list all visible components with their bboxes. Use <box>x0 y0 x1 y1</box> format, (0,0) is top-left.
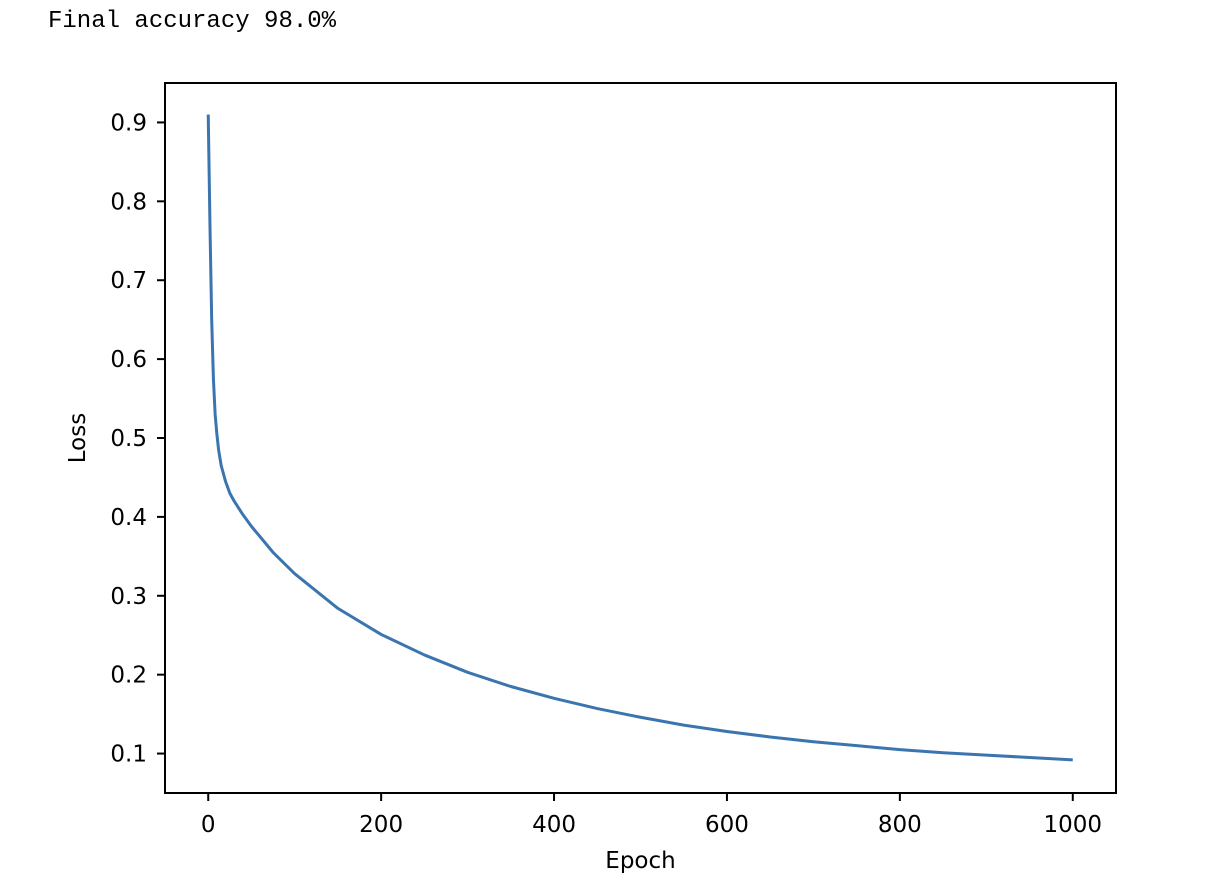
x-tick-label: 400 <box>532 812 576 838</box>
x-axis-label: Epoch <box>605 848 675 874</box>
x-tick-label: 600 <box>705 812 749 838</box>
x-tick-label: 1000 <box>1043 812 1102 838</box>
x-axis-ticks: 0 200 400 600 800 1000 <box>201 793 1102 838</box>
y-tick-label: 0.5 <box>110 426 147 452</box>
y-axis-ticks: 0.1 0.2 0.3 0.4 0.5 0.6 0.7 0.8 0.9 <box>110 110 165 768</box>
x-tick-label: 0 <box>201 812 216 838</box>
y-tick-label: 0.4 <box>110 505 147 531</box>
y-tick-label: 0.6 <box>110 347 147 373</box>
x-tick-label: 800 <box>878 812 922 838</box>
plot-frame <box>164 82 1117 794</box>
y-axis-label: Loss <box>65 413 91 463</box>
y-tick-label: 0.2 <box>110 663 147 689</box>
x-tick-label: 200 <box>359 812 403 838</box>
loss-series-line <box>206 114 1073 762</box>
y-tick-label: 0.8 <box>110 189 147 215</box>
y-tick-label: 0.7 <box>110 268 147 294</box>
accuracy-output: Final accuracy 98.0% <box>48 8 337 35</box>
y-tick-label: 0.9 <box>110 110 147 136</box>
y-tick-label: 0.3 <box>110 584 147 610</box>
y-tick-label: 0.1 <box>110 742 147 768</box>
